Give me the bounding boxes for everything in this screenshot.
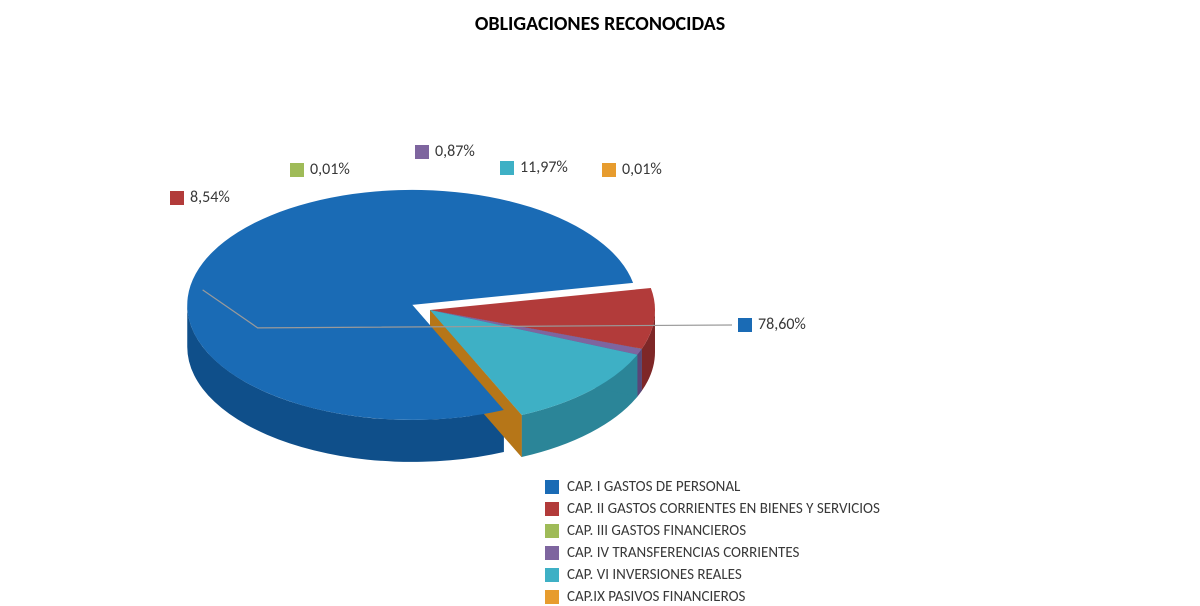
data-label: 0,01%: [602, 160, 662, 179]
data-label-swatch: [602, 163, 616, 177]
legend-label: CAP. II GASTOS CORRIENTES EN BIENES Y SE…: [567, 500, 880, 518]
legend: CAP. I GASTOS DE PERSONAL CAP. II GASTOS …: [545, 478, 880, 606]
legend-label: CAP. I GASTOS DE PERSONAL: [567, 478, 740, 496]
pie-chart: 78,60% 8,54% 0,01% 0,87% 11,97% 0,01% CAP. I …: [0, 60, 1200, 560]
data-label-text: 0,01%: [622, 160, 662, 179]
legend-item: CAP. III GASTOS FINANCIEROS: [545, 522, 880, 540]
legend-item: CAP. I GASTOS DE PERSONAL: [545, 478, 880, 496]
legend-swatch: [545, 590, 559, 604]
data-label-swatch: [290, 163, 304, 177]
data-label: 78,60%: [738, 315, 806, 334]
legend-item: CAP. IV TRANSFERENCIAS CORRIENTES: [545, 544, 880, 562]
data-label: 0,01%: [290, 160, 350, 179]
data-label: 0,87%: [415, 142, 475, 161]
chart-title: OBLIGACIONES RECONOCIDAS: [0, 12, 1200, 36]
data-label-swatch: [500, 161, 514, 175]
legend-label: CAP. IV TRANSFERENCIAS CORRIENTES: [567, 544, 799, 562]
legend-swatch: [545, 480, 559, 494]
legend-swatch: [545, 568, 559, 582]
data-label-swatch: [170, 191, 184, 205]
data-label-text: 0,87%: [435, 142, 475, 161]
legend-item: CAP.IX PASIVOS FINANCIEROS: [545, 588, 880, 606]
legend-swatch: [545, 524, 559, 538]
data-label: 11,97%: [500, 158, 568, 177]
data-label: 8,54%: [170, 188, 230, 207]
legend-label: CAP. III GASTOS FINANCIEROS: [567, 522, 746, 540]
data-label-text: 8,54%: [190, 188, 230, 207]
legend-swatch: [545, 546, 559, 560]
data-label-text: 11,97%: [520, 158, 568, 177]
legend-item: CAP. II GASTOS CORRIENTES EN BIENES Y SE…: [545, 500, 880, 518]
data-label-swatch: [738, 318, 752, 332]
data-label-text: 78,60%: [758, 315, 806, 334]
data-label-swatch: [415, 145, 429, 159]
legend-label: CAP.IX PASIVOS FINANCIEROS: [567, 588, 745, 606]
legend-swatch: [545, 502, 559, 516]
data-label-text: 0,01%: [310, 160, 350, 179]
